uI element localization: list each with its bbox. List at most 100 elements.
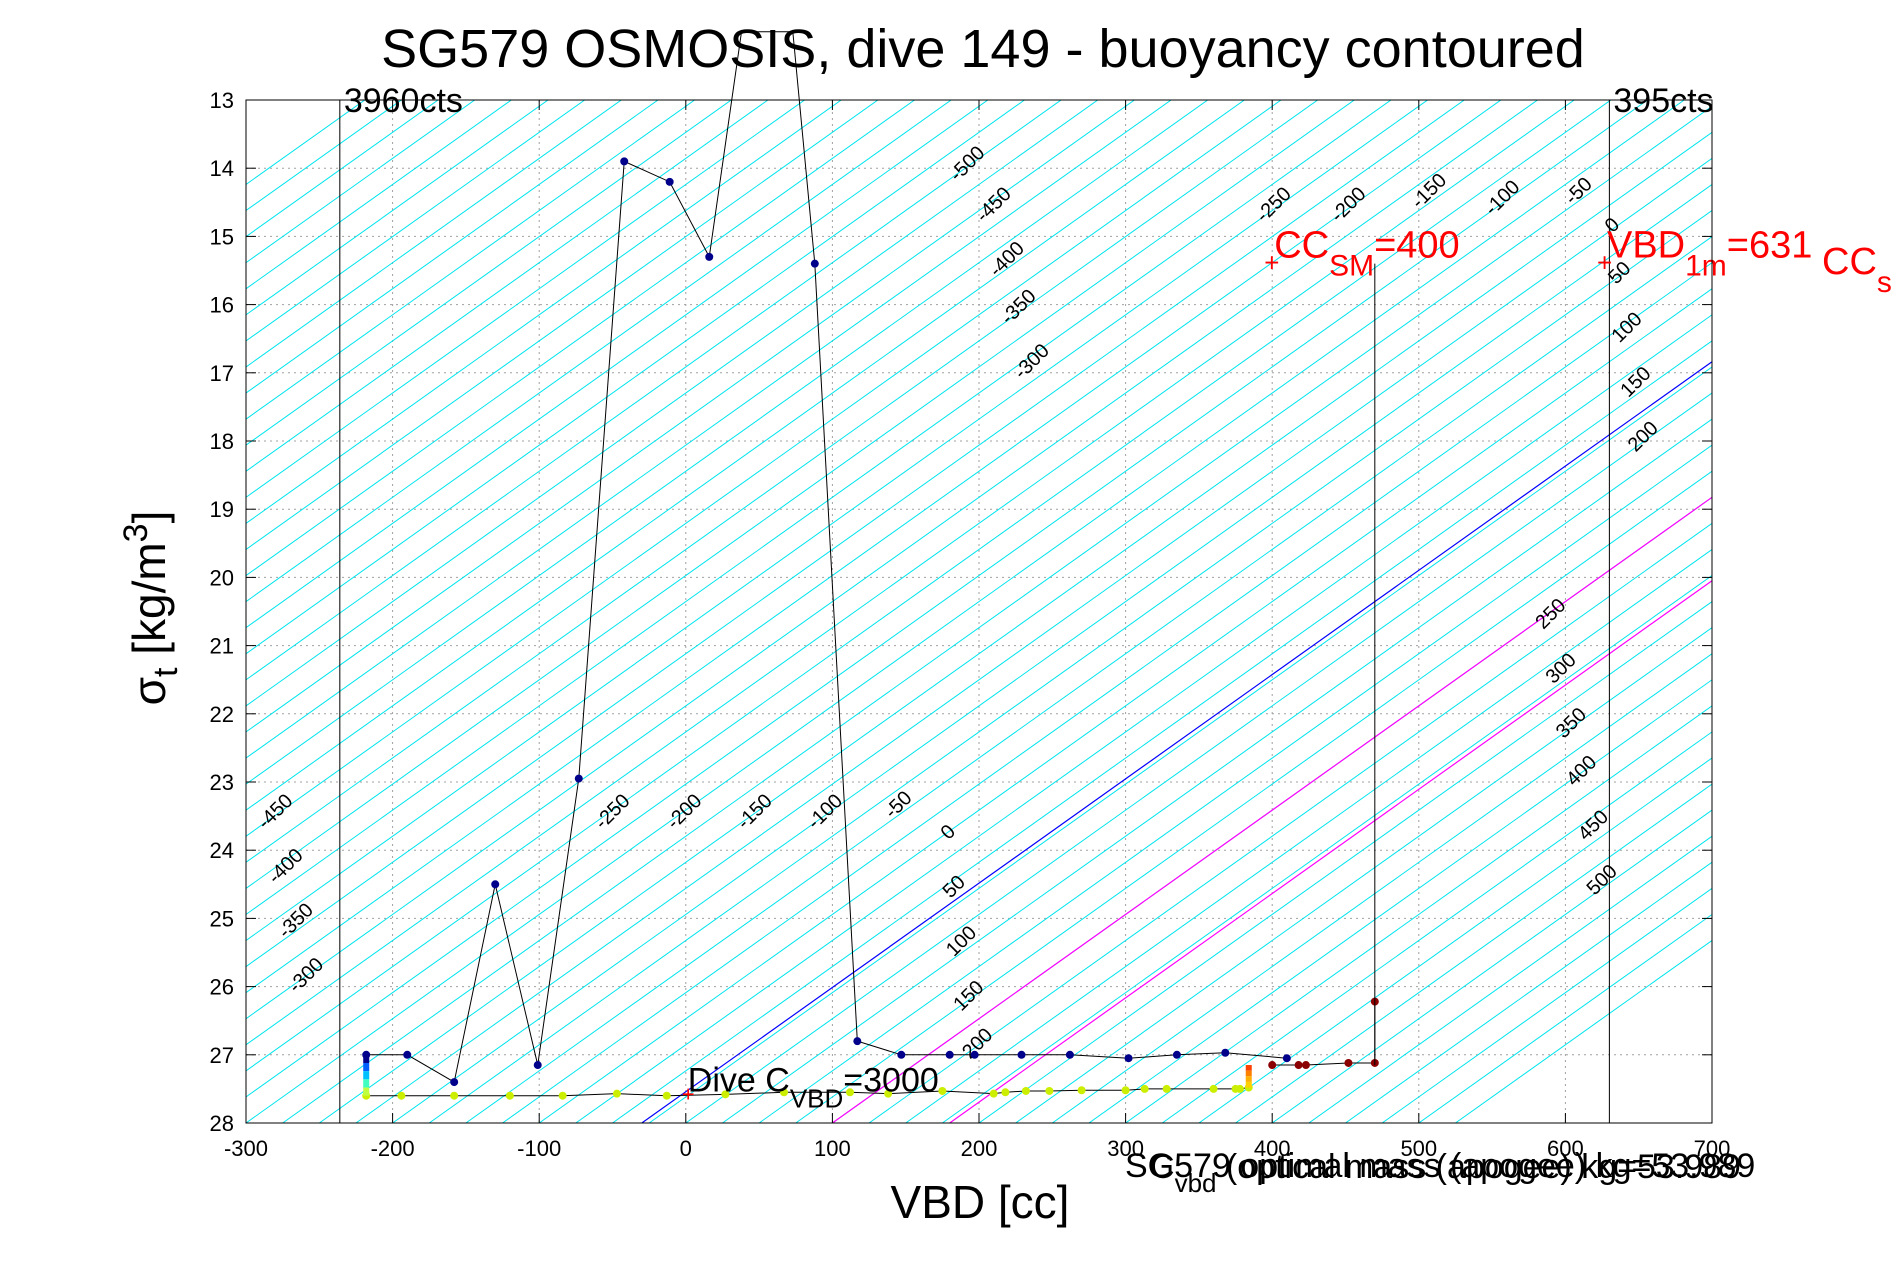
data-point [663,1092,671,1100]
data-point [971,1051,979,1059]
c-vbd-pre: C [1150,1148,1175,1186]
contour-label: 100 [1608,308,1647,347]
data-point [1122,1086,1130,1094]
contour-line [356,32,1890,1123]
data-point [1066,1051,1074,1059]
data-point [491,880,499,888]
y-tick-label: 18 [210,429,234,454]
contour-label: 300 [1542,649,1581,688]
y-tick-label: 22 [210,702,234,727]
data-point [1022,1087,1030,1095]
data-point [1283,1054,1291,1062]
vbd-1m-post: =631 [1727,225,1813,267]
reference-line-label: 395cts [1613,82,1713,120]
contour-label: -200 [1327,183,1371,227]
dive-c-post: =3000 [843,1062,939,1100]
y-tick-label: 20 [210,565,234,590]
contour-label: -300 [1010,340,1054,384]
data-point [1163,1085,1171,1093]
contour-line [539,32,1891,1123]
contour-label: 450 [1574,806,1613,845]
data-point [1210,1085,1218,1093]
x-tick-label: 700 [1694,1136,1731,1161]
data-point [897,1051,905,1059]
y-axis-label: σt [kg/m3] [117,511,185,706]
contour-label: -150 [733,790,777,834]
contour-label: -350 [274,899,318,943]
vbd-1m-sub: 1m [1685,250,1727,283]
data-point [1221,1049,1229,1057]
y-tick-label: 16 [210,293,234,318]
y-tick-label: 24 [210,838,234,863]
cc-sm-label: CCSM=400 [1274,225,1459,283]
contour-label: 500 [1583,860,1622,899]
data-point [938,1087,946,1095]
contour-label: 400 [1562,751,1601,790]
cc-sm-sub: SM [1329,250,1374,283]
reference-line-label: 3960cts [344,82,463,120]
data-point [853,1037,861,1045]
contour-label: -400 [264,844,308,888]
y-tick-label: 26 [210,975,234,1000]
contour-label: -100 [803,790,847,834]
data-point [990,1090,998,1098]
data-point [403,1051,411,1059]
reference-lines: 3960cts 395cts [340,82,1714,1123]
x-tick-label: 600 [1547,1136,1584,1161]
cc-s-sub: s [1877,266,1891,299]
data-point [705,253,713,261]
contour-line [0,32,571,1123]
x-tick-label: 0 [680,1136,692,1161]
data-point [450,1092,458,1100]
y-tick-label: 28 [210,1111,234,1136]
y-tick-label: 15 [210,224,234,249]
x-tick-label: -200 [371,1136,415,1161]
y-tick-label: 17 [210,361,234,386]
contour-line [759,32,1891,1123]
contour-label: 150 [1616,363,1655,402]
x-axis-label: VBD [cc] [891,1176,1070,1228]
y-tick-label: 25 [210,906,234,931]
y-tick-label: 14 [210,156,234,181]
dive-c-sub: VBD [790,1084,843,1114]
contour-label: -50 [1561,173,1597,209]
y-tick-label: 13 [210,88,234,113]
contour-label: 200 [1624,417,1663,456]
data-point [613,1090,621,1098]
data-point [534,1061,542,1069]
contour-label: -250 [591,790,635,834]
cc-s-pre: CC [1822,241,1877,283]
y-axis-label-sup: 3 [117,523,155,542]
data-point [666,178,674,186]
x-tick-label: 400 [1254,1136,1291,1161]
data-point [1173,1051,1181,1059]
data-point [1344,1059,1352,1067]
contour-label: 100 [942,922,981,961]
data-point [1001,1088,1009,1096]
data-point [1302,1061,1310,1069]
contour-label: -150 [1407,169,1451,213]
data-point [620,157,628,165]
data-point [1141,1085,1149,1093]
data-point [559,1092,567,1100]
data-point [1295,1061,1303,1069]
y-tick-label: 23 [210,770,234,795]
data-point [1236,1085,1244,1093]
contour-label: -50 [881,787,917,823]
dive-c-pre: Dive C [688,1062,790,1100]
y-axis-label-unit: [kg/m [123,542,175,667]
contour-label: -400 [985,238,1029,282]
data-point [1018,1051,1026,1059]
contour-label: -450 [254,790,298,834]
contour-line [319,32,1853,1123]
data-point [946,1051,954,1059]
x-tick-label: 500 [1400,1136,1437,1161]
contour-line [0,32,790,1123]
contour-line [26,32,1560,1123]
x-tick-label: 100 [814,1136,851,1161]
dive-c-label: Dive CVBD=3000 [688,1062,939,1114]
contour-label: -100 [1481,176,1525,220]
c-vbd-sub: vbd [1175,1168,1217,1198]
data-point [575,775,583,783]
